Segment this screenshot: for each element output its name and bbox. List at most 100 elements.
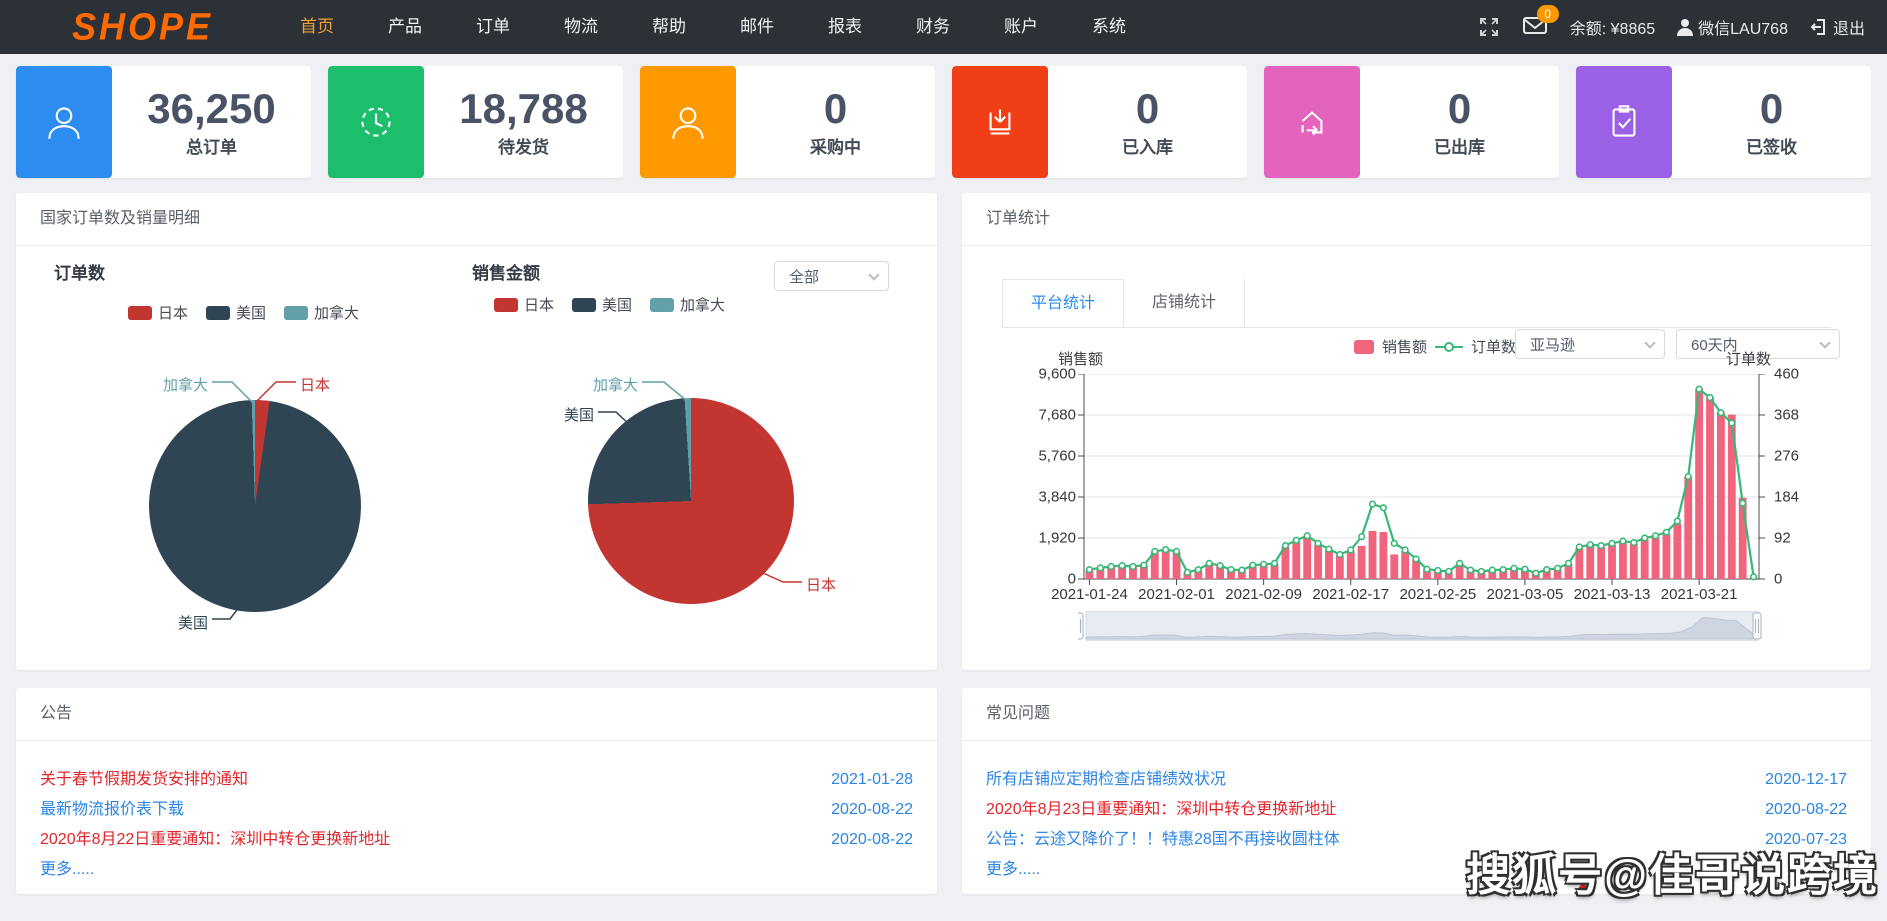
y-left-axis-title: 销售额 [1058, 351, 1104, 368]
nav-item-finance[interactable]: 财务 [916, 17, 951, 36]
country-orders-panel: 国家订单数及销量明细 订单数 销售金额 全部 日本 美国 加拿大 日本 美国 加 [16, 193, 937, 670]
faq-panel: 常见问题 所有店铺应定期检查店铺绩效状况 2020-12-17 2020年8月2… [962, 688, 1871, 894]
faq-date: 2020-07-23 [1765, 831, 1847, 848]
red-corner-mark [1574, 882, 1592, 894]
announcement-link[interactable]: 最新物流报价表下载 [40, 801, 185, 818]
stat-value: 0 [1447, 84, 1472, 132]
faq-more-link[interactable]: 更多..... [986, 861, 1041, 878]
clock-icon [328, 66, 424, 178]
faq-link[interactable]: 2020年8月23日重要通知：深圳中转仓更换新地址 [986, 801, 1337, 818]
stat-label: 总订单 [186, 137, 237, 157]
platform-select-value: 亚马逊 [1530, 336, 1576, 354]
country-filter-select[interactable]: 全部 [774, 261, 889, 291]
stat-card-inbound[interactable]: 0 已入库 [952, 66, 1247, 178]
pie-label-usa: 美国 [177, 615, 208, 632]
brand-logo[interactable]: SHOPE [72, 4, 214, 48]
faq-link[interactable]: 公告：云途又降价了！！特惠28国不再接收圆柱体 [986, 831, 1340, 848]
panel-title: 国家订单数及销量明细 [16, 193, 937, 246]
chevron-down-icon [1819, 336, 1831, 349]
faq-link[interactable]: 所有店铺应定期检查店铺绩效状况 [986, 771, 1227, 788]
country-filter-value: 全部 [789, 268, 820, 286]
chevron-down-icon [1644, 336, 1656, 349]
orders-legend-marker[interactable] [1435, 340, 1464, 354]
orders-pie-title: 订单数 [54, 264, 105, 283]
pie-label-canada: 加拿大 [592, 377, 638, 394]
nav-item-system[interactable]: 系统 [1092, 17, 1127, 36]
sales-pie-chart [588, 398, 794, 604]
panel-title: 常见问题 [962, 688, 1871, 741]
mail-badge: 0 [1536, 4, 1559, 23]
announcement-date: 2020-08-22 [831, 801, 913, 818]
stat-value: 36,250 [147, 84, 276, 132]
sales-pie-legend: 日本 美国 加拿大 [494, 294, 725, 315]
logout-label: 退出 [1832, 21, 1865, 38]
stat-card-signed[interactable]: 0 已签收 [1576, 66, 1871, 178]
sales-legend-swatch[interactable] [1354, 339, 1374, 354]
orders-pie-chart [149, 400, 361, 612]
stat-label: 已入库 [1122, 137, 1173, 157]
user-label: 微信LAU768 [1698, 21, 1788, 38]
date-range-select[interactable]: 60天内 [1676, 329, 1840, 359]
platform-select[interactable]: 亚马逊 [1515, 329, 1665, 359]
faq-row: 公告：云途又降价了！！特惠28国不再接收圆柱体 2020-07-23 [986, 825, 1847, 855]
announcements-panel: 公告 关于春节假期发货安排的通知 2021-01-28 最新物流报价表下载 20… [16, 688, 937, 894]
pie-label-usa: 美国 [563, 407, 594, 424]
sales-legend-label[interactable]: 销售额 [1382, 339, 1428, 356]
stat-card-total-orders[interactable]: 36,250 总订单 [16, 66, 311, 178]
legend-item-canada[interactable]: 加拿大 [284, 302, 359, 323]
faq-row: 所有店铺应定期检查店铺绩效状况 2020-12-17 [986, 765, 1847, 795]
tab-shop-stats[interactable]: 店铺统计 [1124, 279, 1246, 327]
announcements-more-link[interactable]: 更多..... [40, 861, 95, 878]
nav-item-help[interactable]: 帮助 [652, 17, 687, 36]
user-menu[interactable]: 微信LAU768 [1677, 15, 1788, 39]
stat-value: 0 [823, 84, 848, 132]
stat-cards-row: 36,250 总订单 18,788 待发货 0 采购 [16, 66, 1871, 178]
pie-label-japan: 日本 [806, 577, 837, 594]
announcement-link[interactable]: 2020年8月22日重要通知：深圳中转仓更换新地址 [40, 831, 391, 848]
orders-legend-label[interactable]: 订单数 [1471, 339, 1517, 356]
legend-item-usa[interactable]: 美国 [206, 302, 266, 323]
legend-item-usa[interactable]: 美国 [572, 294, 632, 315]
fullscreen-icon[interactable] [1478, 16, 1500, 38]
user-icon [1677, 18, 1694, 36]
chart-legend: 销售额 订单数 [1354, 336, 1516, 357]
watermark: 搜狐号@佳哥说跨境 [1466, 851, 1879, 900]
stat-label: 已出库 [1434, 137, 1485, 157]
nav-item-products[interactable]: 产品 [388, 17, 423, 36]
announcement-row: 最新物流报价表下载 2020-08-22 [40, 795, 913, 825]
stat-card-outbound[interactable]: 0 已出库 [1264, 66, 1559, 178]
nav-item-reports[interactable]: 报表 [828, 17, 863, 36]
navbar-right: 0 余额: ¥8865 微信LAU768 退出 [1478, 4, 1887, 41]
order-stats-panel: 订单统计 平台统计 店铺统计 销售额 订单数 亚马逊 [962, 193, 1871, 670]
nav-item-orders[interactable]: 订单 [476, 17, 511, 36]
announcement-row: 关于春节假期发货安排的通知 2021-01-28 [40, 765, 913, 795]
nav-item-logistics[interactable]: 物流 [564, 17, 599, 36]
user-icon [16, 66, 112, 178]
panel-title: 订单统计 [962, 193, 1871, 246]
sales-pie-title: 销售金额 [472, 264, 540, 283]
announcement-row: 2020年8月22日重要通知：深圳中转仓更换新地址 2020-08-22 [40, 825, 913, 855]
balance-label: 余额: ¥8865 [1569, 21, 1656, 38]
stat-value: 0 [1759, 84, 1784, 132]
announcement-link[interactable]: 关于春节假期发货安排的通知 [40, 771, 249, 788]
nav-item-account[interactable]: 账户 [1004, 17, 1039, 36]
mail-icon[interactable]: 0 [1522, 4, 1559, 41]
order-stats-tabs: 平台统计 店铺统计 [1002, 279, 1831, 328]
legend-item-canada[interactable]: 加拿大 [650, 294, 725, 315]
clipboard-check-icon [1576, 66, 1672, 178]
tab-platform-stats[interactable]: 平台统计 [1002, 279, 1125, 327]
main-menu: 首页 产品 订单 物流 帮助 邮件 报表 财务 账户 系统 [273, 0, 1153, 54]
nav-item-home[interactable]: 首页 [300, 17, 335, 36]
stat-card-to-ship[interactable]: 18,788 待发货 [328, 66, 623, 178]
faq-date: 2020-08-22 [1765, 801, 1847, 818]
legend-item-japan[interactable]: 日本 [128, 302, 188, 323]
legend-item-japan[interactable]: 日本 [494, 294, 554, 315]
chevron-down-icon [868, 268, 880, 281]
y-right-axis-title: 订单数 [1726, 351, 1772, 368]
stat-value: 18,788 [459, 84, 588, 132]
stat-card-purchasing[interactable]: 0 采购中 [640, 66, 935, 178]
logout-button[interactable]: 退出 [1810, 15, 1865, 39]
home-out-icon [1264, 66, 1360, 178]
nav-item-mail[interactable]: 邮件 [740, 17, 775, 36]
datazoom-scrollbar[interactable] [1078, 611, 1766, 641]
